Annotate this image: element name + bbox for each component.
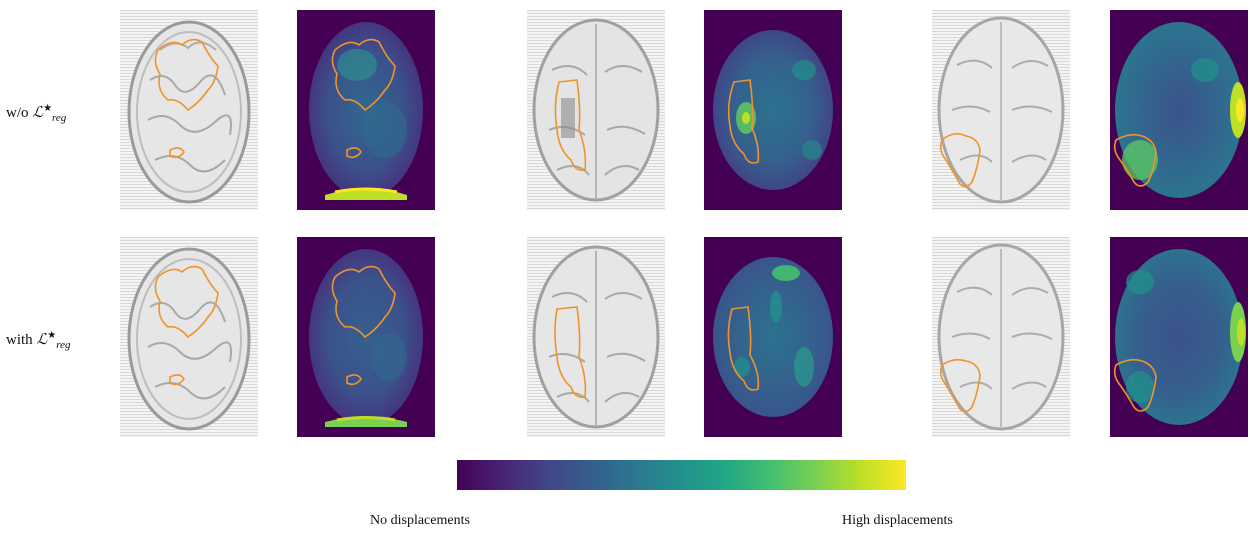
displacement-map-panel xyxy=(297,10,435,210)
math-superscript: ★ xyxy=(47,330,57,341)
tumor-outline xyxy=(554,79,587,172)
colorbar-right-label: High displacements xyxy=(842,513,953,528)
displacement-map-panel xyxy=(704,237,842,437)
brain-mri-panel xyxy=(527,237,665,437)
colorbar-left-label: No displacements xyxy=(370,513,470,528)
displacement-map-panel xyxy=(297,237,435,437)
tumor-outline xyxy=(939,132,981,188)
row-label-prefix: w/o xyxy=(6,105,33,121)
tumor-outline xyxy=(727,306,760,391)
row-label-with-reg: with ℒ★reg xyxy=(6,330,70,351)
math-symbol: ℒ xyxy=(36,332,48,348)
math-symbol: ℒ xyxy=(32,105,44,121)
tumor-outline xyxy=(331,265,396,386)
displacement-map-panel xyxy=(1110,10,1248,210)
brain-mri-panel xyxy=(120,10,258,210)
math-subscript: reg xyxy=(52,112,67,124)
displacement-map-panel xyxy=(1110,237,1248,437)
colorbar xyxy=(457,460,906,490)
brain-mri-panel xyxy=(932,237,1070,437)
tumor-outline xyxy=(331,38,396,159)
tumor-outline xyxy=(1113,133,1157,187)
brain-mri-panel xyxy=(527,10,665,210)
math-subscript: reg xyxy=(56,339,71,351)
displacement-map-panel xyxy=(704,10,842,210)
brain-mri-panel xyxy=(932,10,1070,210)
tumor-outline xyxy=(939,358,981,413)
tumor-outline xyxy=(727,79,760,164)
row-label-without-reg: w/o ℒ★reg xyxy=(6,103,66,124)
brain-mri-panel xyxy=(120,237,258,437)
tumor-outline xyxy=(154,265,219,386)
row-label-prefix: with xyxy=(6,332,37,348)
tumor-outline xyxy=(154,38,219,159)
tumor-outline xyxy=(1113,358,1157,412)
math-superscript: ★ xyxy=(43,103,53,114)
tumor-outline xyxy=(554,306,587,399)
